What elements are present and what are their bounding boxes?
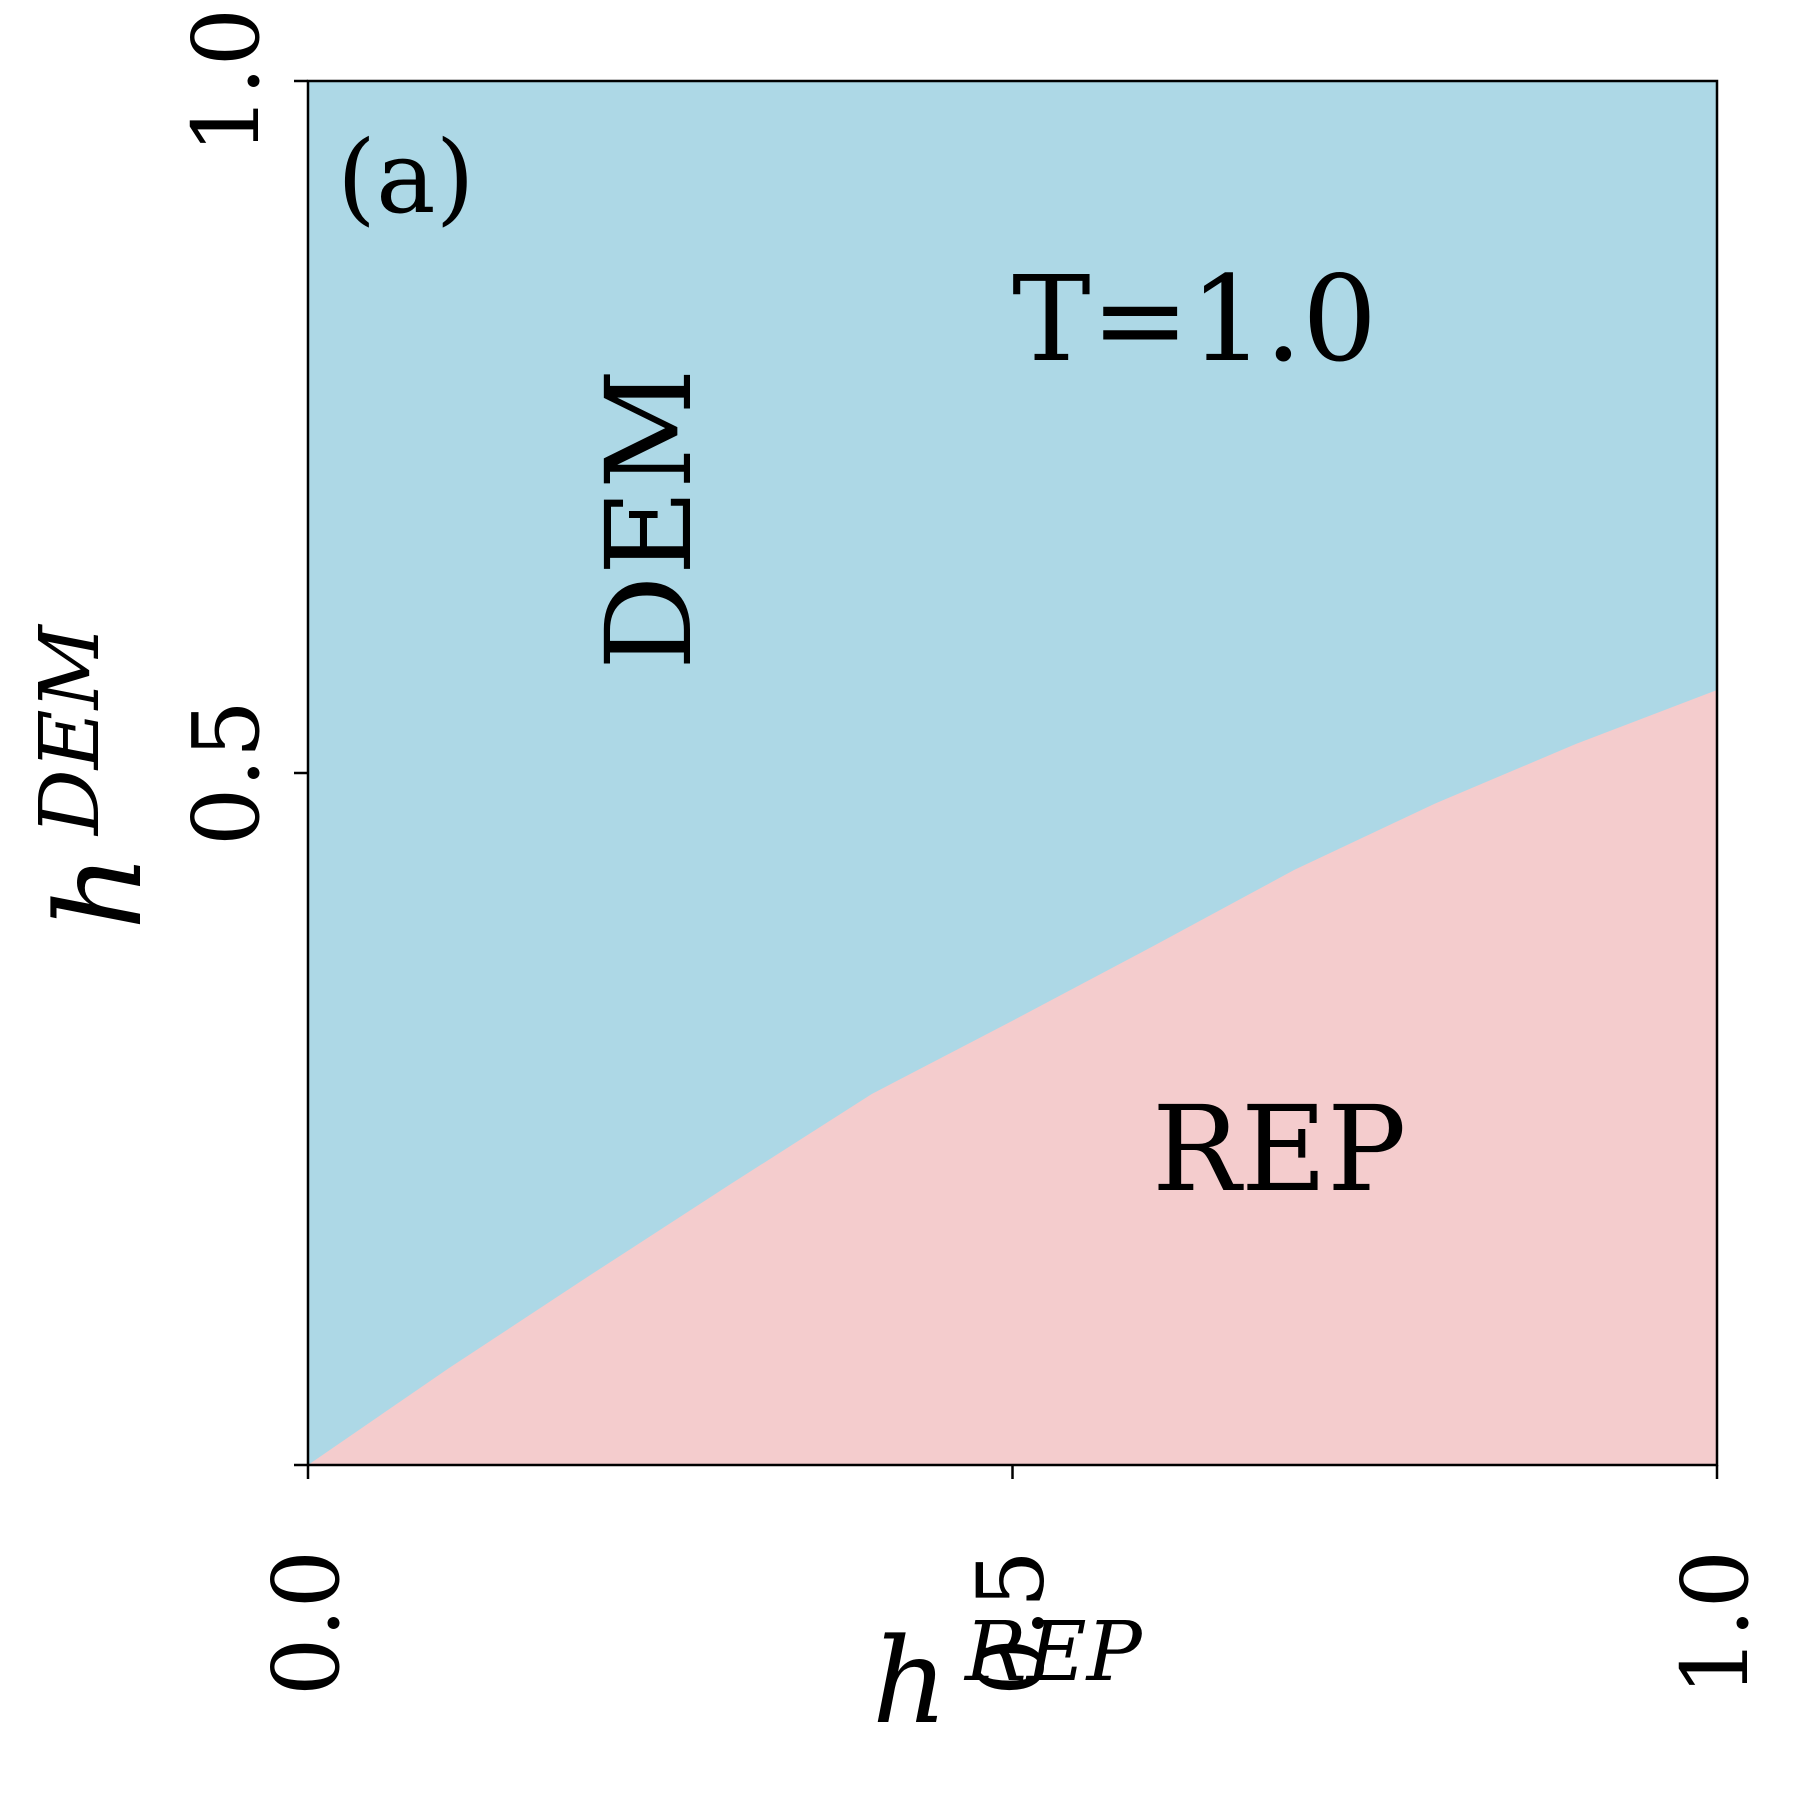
rep-region-label: REP xyxy=(1152,1080,1406,1218)
y-axis-label: h DEM xyxy=(23,623,168,930)
x-axis-label-superscript: REP xyxy=(963,1605,1144,1700)
axis-ticks: 0.0 0.5 1.0 0.5 1.0 xyxy=(173,8,1769,1696)
y-tick-label: 0.5 xyxy=(173,700,280,846)
x-axis-label: h REP xyxy=(872,1605,1144,1750)
x-tick-label: 1.0 xyxy=(1662,1550,1769,1696)
rep-region xyxy=(308,689,1717,1465)
x-axis-label-base: h xyxy=(872,1612,948,1750)
x-tick-label: 0.0 xyxy=(253,1550,360,1696)
panel-label: (a) xyxy=(337,119,475,236)
dem-region-label: DEM xyxy=(580,368,718,670)
y-axis-label-superscript: DEM xyxy=(23,623,118,837)
x-tick-label: 0.5 xyxy=(958,1550,1065,1696)
temperature-annotation: T=1.0 xyxy=(1012,250,1377,388)
y-tick-label: 1.0 xyxy=(173,8,280,154)
y-axis-label-base: h xyxy=(30,854,168,930)
